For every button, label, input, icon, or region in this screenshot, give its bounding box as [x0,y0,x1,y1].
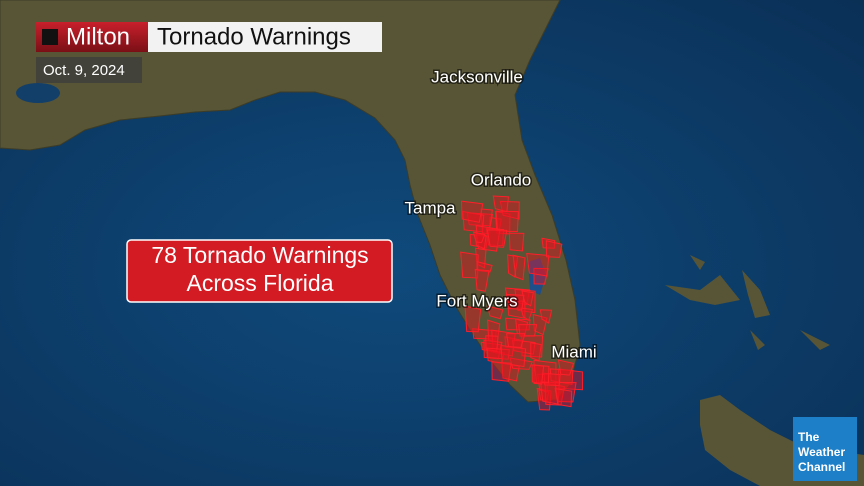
warning-polygons [460,195,584,411]
warning-polygon [545,240,563,258]
city-label: Fort Myers [436,291,517,310]
warning-polygon [486,229,508,248]
warning-polygon [486,305,504,320]
warning-polygon [474,268,490,292]
warning-polygon [485,335,499,352]
warning-polygon [512,254,526,281]
warning-polygon [533,267,549,285]
warning-polygon [500,344,527,368]
warning-polygon [460,251,479,279]
warning-polygon [539,309,553,324]
warning-polygon [521,290,534,307]
logo-text: Channel [798,460,845,474]
warning-polygon [505,293,525,310]
warning-polygon [472,231,486,244]
warning-polygon [541,237,556,249]
logo-text: Weather [798,445,845,459]
date-box [36,57,142,83]
warning-polygon [521,335,544,358]
warning-polygon [460,200,484,223]
warning-polygon [537,373,550,393]
warning-polygon [530,342,542,362]
warning-polygon [464,305,482,333]
warning-polygon [526,252,550,277]
city-label: Tampa [404,198,456,217]
lake-okeechobee [528,258,546,295]
lake [16,83,60,103]
warning-polygon [554,381,577,403]
logo [793,417,857,481]
title: Tornado Warnings [157,23,351,50]
warning-polygon [531,364,545,385]
city-label: Jacksonville [431,67,523,86]
bahamas [665,255,830,350]
land [0,0,581,403]
warning-polygon [492,195,510,213]
warning-polygon [554,388,573,408]
city-label: Orlando [471,170,531,189]
callout-line: 78 Tornado Warnings [151,242,368,268]
city-label: Miami [551,342,596,361]
tag-icon [42,29,58,45]
storm-name: Milton [66,23,130,50]
warning-polygon [475,225,501,252]
date: Oct. 9, 2024 [43,62,125,79]
callout-line: Across Florida [187,270,334,296]
warning-polygon [506,333,526,348]
callout-box [126,239,393,303]
logo-text: The [798,430,820,444]
warning-polygon [491,361,512,382]
warning-polygon [520,307,534,322]
warning-polygon [486,347,510,360]
warning-polygon [495,210,519,233]
warning-polygon [476,261,493,273]
warning-polygon [549,368,574,385]
warning-polygon [557,359,575,376]
title-bar [148,22,382,52]
warning-polygon [508,232,525,252]
